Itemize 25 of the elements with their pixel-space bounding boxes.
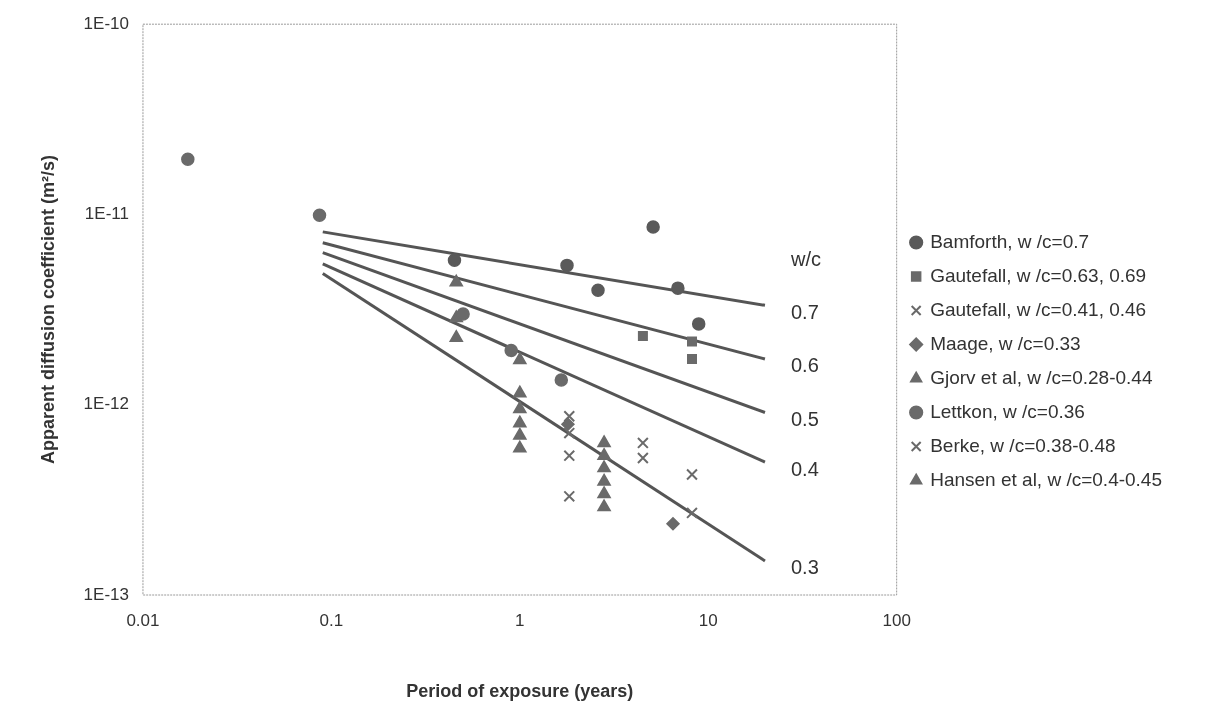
series-label: 0.3 — [790, 556, 819, 579]
series-label: 0.7 — [790, 300, 819, 323]
x-axis-title: Period of exposure (years) — [406, 681, 634, 702]
x-tick-label: 1 — [515, 610, 525, 630]
legend-label: Gautefall, w /c=0.63, 0.69 — [930, 264, 1147, 286]
series-label: 0.5 — [790, 408, 819, 431]
y-axis-title: Apparent diffusion coefficient (m²/s) — [37, 155, 58, 465]
x-tick-label: 10 — [698, 610, 718, 630]
legend-label: Bamforth, w /c=0.7 — [930, 230, 1090, 252]
legend-label: Hansen et al, w /c=0.4-0.45 — [930, 468, 1163, 490]
series-label: 0.6 — [790, 354, 819, 377]
series-label: 0.4 — [790, 457, 819, 480]
y-tick-label: 1E-11 — [84, 204, 129, 224]
x-tick-label: 0.01 — [126, 610, 160, 630]
legend-label: Maage, w /c=0.33 — [930, 332, 1081, 354]
annotation: w/c — [789, 247, 821, 270]
legend-label: Lettkon, w /c=0.36 — [930, 400, 1085, 422]
y-tick-label: 1E-12 — [83, 394, 129, 414]
legend-label: Gjorv et al, w /c=0.28-0.44 — [930, 366, 1153, 388]
x-tick-label: 100 — [882, 610, 911, 630]
legend-label: Gautefall, w /c=0.41, 0.46 — [930, 298, 1147, 320]
y-tick-label: 1E-10 — [83, 13, 129, 33]
legend-label: Berke, w /c=0.38-0.48 — [930, 434, 1116, 456]
y-tick-label: 1E-13 — [83, 584, 129, 604]
x-tick-label: 0.1 — [319, 610, 344, 630]
